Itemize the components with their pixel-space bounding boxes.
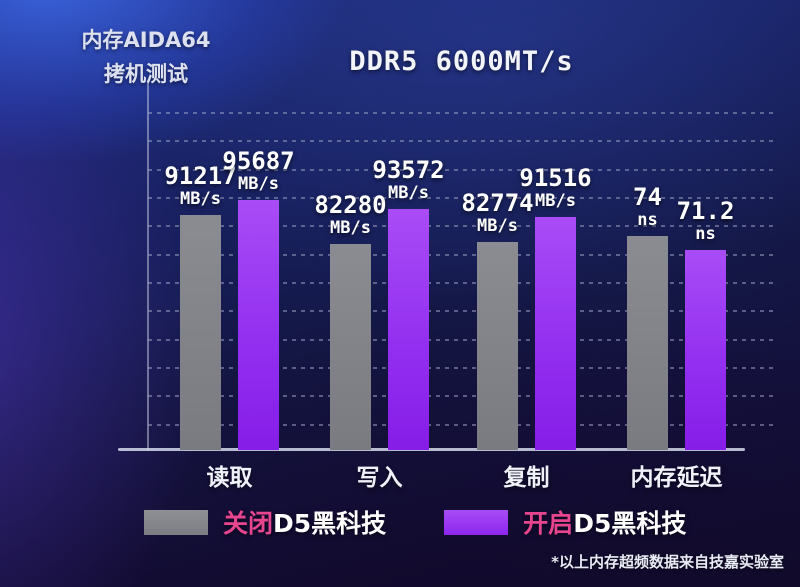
bar-value-label: 74 ns bbox=[633, 182, 662, 231]
bar-value: 74 bbox=[633, 182, 662, 211]
gridline bbox=[148, 112, 775, 114]
bar-unit: MB/s bbox=[330, 218, 371, 239]
bar-value-label: 82774 MB/s bbox=[461, 188, 534, 237]
legend-label-on-accent: 开启 bbox=[523, 509, 574, 538]
bar-on-1 bbox=[388, 209, 429, 450]
bar-value-label: 82280 MB/s bbox=[314, 190, 387, 239]
category-label-0: 读取 bbox=[206, 465, 253, 491]
bar-value: 71.2 bbox=[676, 196, 735, 225]
bar-value-label: 91217 MB/s bbox=[164, 161, 237, 210]
bar-value: 95687 bbox=[222, 146, 295, 175]
legend-label-off: 关闭D5黑科技 bbox=[223, 504, 386, 540]
gridline bbox=[148, 225, 775, 227]
bar-unit: MB/s bbox=[388, 183, 429, 204]
bar-value: 82280 bbox=[314, 190, 387, 219]
bar-on-2 bbox=[535, 217, 576, 450]
gridline bbox=[148, 424, 775, 426]
gridline bbox=[148, 169, 775, 171]
legend-label-off-accent: 关闭 bbox=[223, 509, 274, 538]
legend-label-off-rest: D5黑科技 bbox=[273, 509, 387, 538]
bar-value: 91516 bbox=[519, 163, 592, 192]
gridline bbox=[148, 254, 775, 256]
bar-value-label: 91516 MB/s bbox=[519, 163, 592, 212]
bar-off-2 bbox=[477, 242, 518, 450]
bar-unit: MB/s bbox=[238, 174, 279, 195]
gridline bbox=[148, 367, 775, 369]
bar-unit: MB/s bbox=[477, 216, 518, 237]
bar-value: 93572 bbox=[372, 155, 445, 184]
category-label-3: 内存延迟 bbox=[630, 465, 723, 491]
bar-value: 91217 bbox=[164, 161, 237, 190]
chart-title: DDR5 6000MT/s bbox=[349, 46, 574, 77]
bar-value-label: 95687 MB/s bbox=[222, 146, 295, 195]
gridline bbox=[148, 140, 775, 142]
legend: 关闭D5黑科技 开启D5黑科技 bbox=[144, 504, 686, 540]
bar-off-3 bbox=[627, 236, 668, 450]
gridline bbox=[148, 395, 775, 397]
bar-unit: ns bbox=[637, 210, 658, 231]
legend-label-on: 开启D5黑科技 bbox=[523, 504, 686, 540]
gridline bbox=[148, 282, 775, 284]
bar-on-3 bbox=[685, 250, 726, 450]
category-label-2: 复制 bbox=[503, 465, 550, 491]
bar-off-0 bbox=[180, 215, 221, 450]
gridline bbox=[148, 310, 775, 312]
legend-item-on: 开启D5黑科技 bbox=[444, 504, 686, 540]
bar-value: 82774 bbox=[461, 188, 534, 217]
category-label-1: 写入 bbox=[356, 465, 403, 491]
bar-unit: MB/s bbox=[535, 191, 576, 212]
bar-unit: ns bbox=[695, 224, 716, 245]
test-name-line2: 拷机测试 bbox=[104, 61, 188, 86]
bar-value-label: 71.2 ns bbox=[676, 196, 735, 245]
bar-value-label: 93572 MB/s bbox=[372, 155, 445, 204]
test-name-line1: 内存AIDA64 bbox=[81, 28, 211, 52]
gridline bbox=[148, 339, 775, 341]
test-name: 内存AIDA64 拷机测试 bbox=[66, 24, 226, 91]
x-axis-line bbox=[118, 448, 745, 451]
legend-label-on-rest: D5黑科技 bbox=[573, 509, 687, 538]
y-axis-line bbox=[147, 82, 149, 450]
bar-on-0 bbox=[238, 200, 279, 450]
legend-swatch-gray bbox=[144, 509, 208, 535]
legend-item-off: 关闭D5黑科技 bbox=[144, 504, 386, 540]
bar-unit: MB/s bbox=[180, 189, 221, 210]
legend-swatch-purple bbox=[444, 509, 509, 535]
gridline bbox=[148, 197, 775, 199]
bar-off-1 bbox=[330, 244, 371, 450]
footnote: *以上内存超频数据来自技嘉实验室 bbox=[551, 553, 784, 571]
